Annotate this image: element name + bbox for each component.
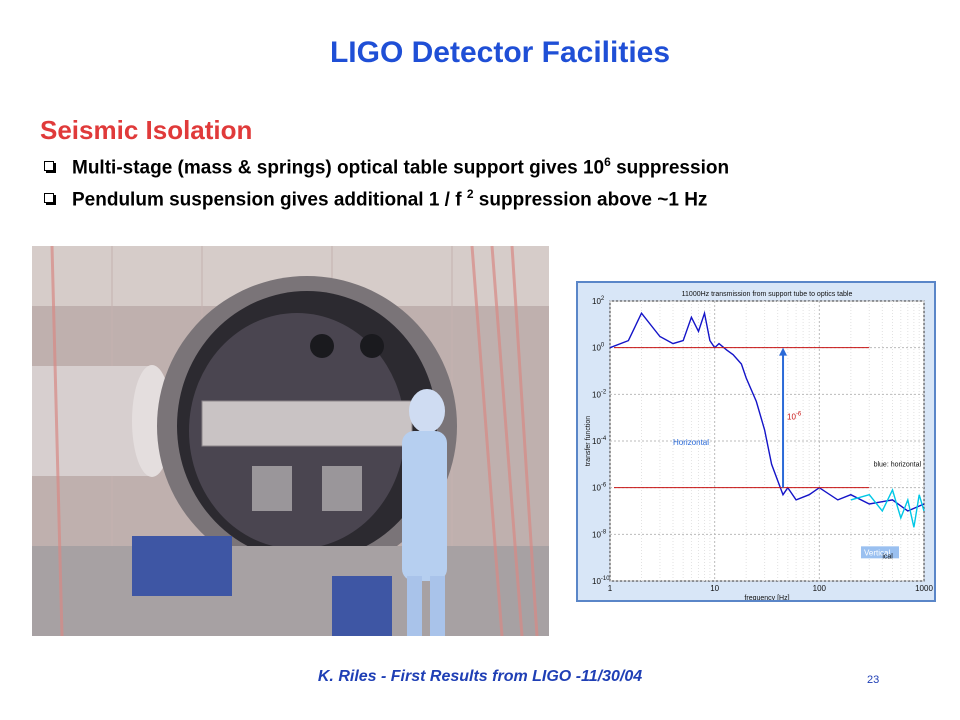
detector-chamber-photo <box>32 246 549 636</box>
suppression-label: 10-6 <box>787 412 802 422</box>
bullet-1: Multi-stage (mass & springs) optical tab… <box>44 155 729 179</box>
footer-citation: K. Riles - First Results from LIGO -11/3… <box>317 668 643 685</box>
bullet-1-exponent: 6 <box>604 155 611 169</box>
bullet-square-icon <box>44 193 54 204</box>
slide-title: LIGO Detector Facilities <box>329 36 671 69</box>
bullet-square-icon <box>44 161 54 172</box>
chart-svg: 1 10 100 1000 102 100 10-2 10-4 10-6 10-8 10-10 110… <box>585 291 933 602</box>
bullet-2-exponent: 2 <box>466 187 474 201</box>
page-number: 23 <box>867 674 880 686</box>
x-axis-label: frequency [Hz] <box>744 595 789 600</box>
legend-vertical-fragment: ical <box>882 553 893 560</box>
y-axis-label: transfer function <box>585 416 592 466</box>
transfer-function-chart: 1 10 100 1000 102 100 10-2 10-4 10-6 10-8 10-10 110… <box>576 281 936 602</box>
y-tick-label: 10-8 <box>592 529 607 539</box>
y-tick-label: 10-2 <box>592 389 607 399</box>
section-heading: Seismic Isolation <box>40 115 253 145</box>
x-tick-label: 100 <box>813 584 827 593</box>
x-tick-label: 1 <box>608 584 613 593</box>
y-tick-label: 10-4 <box>592 436 607 446</box>
series-line-vertical <box>850 487 925 528</box>
bullet-2: Pendulum suspension gives additional 1 /… <box>44 187 707 211</box>
y-tick-label: 10-6 <box>592 483 607 493</box>
legend-blue-horizontal: blue: horizontal <box>874 461 922 468</box>
x-tick-label: 10 <box>710 584 719 593</box>
chart-title: 11000Hz transmission from support tube t… <box>682 291 853 298</box>
bullet-2-text: Pendulum suspension gives additional 1 /… <box>72 189 467 211</box>
y-tick-label: 10-10 <box>592 576 610 586</box>
y-tick-label: 100 <box>592 343 605 353</box>
y-tick-label: 102 <box>592 296 605 306</box>
x-tick-label: 1000 <box>915 584 933 593</box>
vertical-label-bg <box>860 546 899 559</box>
bullet-1-suffix: suppression <box>610 157 730 179</box>
bullet-1-text: Multi-stage (mass & springs) optical tab… <box>72 157 605 179</box>
bullet-2-suffix: suppression above ~1 Hz <box>473 189 708 211</box>
vertical-label: Vertical <box>864 548 890 557</box>
suppression-arrowhead <box>779 347 788 356</box>
series-line-horizontal <box>609 310 925 512</box>
horizontal-label: Horizontal <box>673 438 709 447</box>
